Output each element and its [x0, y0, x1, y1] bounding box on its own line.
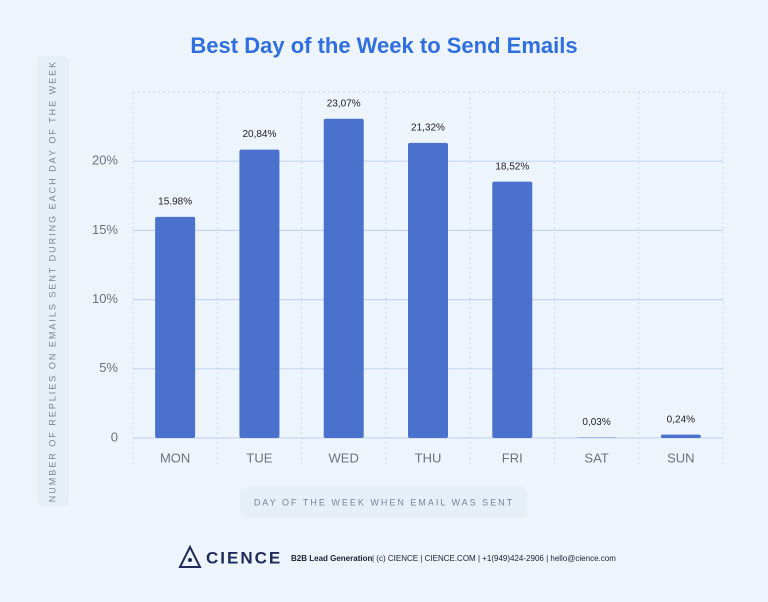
value-label: 15.98%: [158, 196, 192, 207]
y-tick-label: 20%: [92, 153, 118, 168]
x-tick-label: SAT: [584, 450, 608, 465]
value-label: 0,24%: [667, 414, 695, 425]
x-tick-label: WED: [329, 450, 359, 465]
x-tick-label: TUE: [246, 450, 272, 465]
bar: [239, 150, 279, 438]
value-label: 20,84%: [242, 129, 276, 140]
value-label: 21,32%: [411, 123, 445, 134]
x-tick-label: FRI: [502, 450, 523, 465]
footer-contact: | (c) CIENCE | CIENCE.COM | +1(949)424-2…: [372, 554, 616, 563]
y-tick-label: 0: [111, 429, 118, 444]
bar: [408, 143, 448, 438]
x-axis-label: DAY OF THE WEEK WHEN EMAIL WAS SENT: [254, 497, 514, 507]
logo: [180, 547, 200, 567]
bar: [492, 182, 532, 438]
y-axis-label: NUMBER OF REPLIES ON EMAILS SENT DURING …: [47, 60, 57, 502]
bar: [155, 217, 195, 438]
value-label: 18,52%: [495, 161, 529, 172]
x-tick-label: MON: [160, 450, 190, 465]
footer-brand: CIENCE: [206, 548, 282, 567]
footer-tagline: B2B Lead Generation: [291, 554, 372, 563]
value-label: 0,03%: [582, 417, 610, 428]
y-tick-label: 5%: [99, 360, 118, 375]
bar: [661, 435, 701, 438]
y-tick-label: 10%: [92, 291, 118, 306]
x-tick-label: SUN: [667, 450, 694, 465]
chart-title: Best Day of the Week to Send Emails: [190, 33, 577, 58]
x-tick-label: THU: [415, 450, 442, 465]
value-label: 23,07%: [327, 98, 361, 109]
y-tick-label: 15%: [92, 222, 118, 237]
bar: [324, 119, 364, 438]
